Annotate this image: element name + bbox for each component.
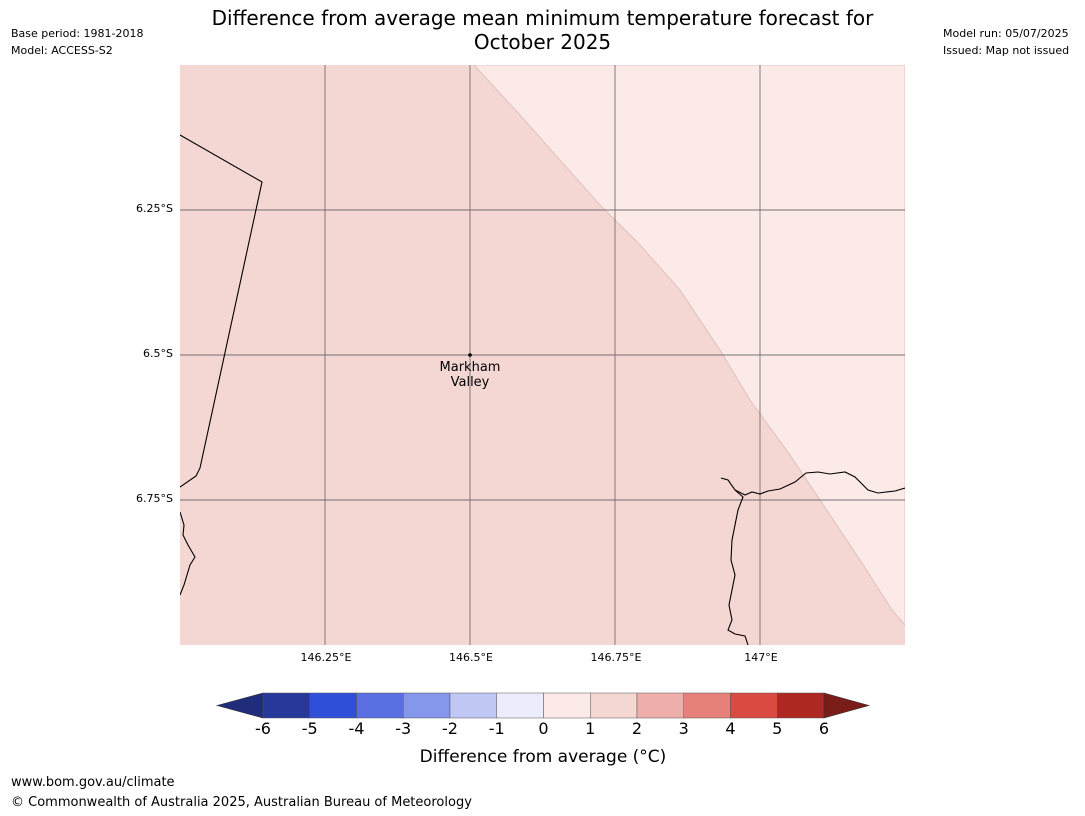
- colorbar-segment: [403, 692, 451, 719]
- map-title-line2: October 2025: [473, 30, 612, 54]
- colorbar-segment: [683, 692, 731, 719]
- place-label-markham-valley: Markham Valley: [440, 360, 501, 390]
- colorbar-segment: [449, 692, 497, 719]
- map-title-line1: Difference from average mean minimum tem…: [211, 6, 874, 30]
- river-line: [727, 489, 749, 645]
- lon-tick-147: 147°E: [744, 651, 778, 664]
- colorbar-tick-label: 1: [585, 719, 596, 738]
- colorbar-segment: [309, 692, 357, 719]
- region-category-0-to-1: [473, 65, 905, 626]
- markham-valley-marker: [468, 353, 472, 357]
- colorbar-tick-label: 5: [772, 719, 783, 738]
- place-label-line1: Markham: [439, 360, 501, 375]
- colorbar-segment: [777, 692, 825, 719]
- colorbar-tick-label: 6: [818, 719, 830, 738]
- colorbar-tick-label: -3: [395, 719, 412, 738]
- coastline-east: [720, 471, 905, 496]
- province-border: [180, 134, 263, 488]
- lat-tick-6-75: 6.75°S: [136, 492, 173, 505]
- lon-tick-146-25: 146.25°E: [300, 651, 352, 664]
- footer-copyright: © Commonwealth of Australia 2025, Austra…: [11, 795, 472, 810]
- colorbar-segment: [543, 692, 591, 719]
- colorbar-tick-label: 0: [538, 719, 549, 738]
- colorbar-tick-label: -2: [442, 719, 458, 738]
- colorbar-tick-label: -5: [301, 719, 318, 738]
- graticule: [180, 65, 905, 645]
- colorbar-title: Difference from average (°C): [419, 747, 667, 767]
- colorbar-over-arrow: [823, 692, 871, 719]
- colorbar-segment: [590, 692, 638, 719]
- colorbar-tick-label: -4: [348, 719, 365, 738]
- metadata-right: Model run: 05/07/2025 Issued: Map not is…: [943, 25, 1069, 59]
- colorbar-segment: [262, 692, 310, 719]
- footer-url: www.bom.gov.au/climate: [11, 775, 175, 790]
- model-run-text: Model run: 05/07/2025: [943, 27, 1069, 40]
- colorbar-segment: [730, 692, 778, 719]
- place-label-line2: Valley: [450, 375, 490, 390]
- colorbar-under-arrow: [215, 692, 264, 719]
- colorbar-segment: [496, 692, 544, 719]
- colorbar-tick-label: -1: [488, 719, 505, 738]
- metadata-left: Base period: 1981-2018 Model: ACCESS-S2: [11, 25, 143, 59]
- colorbar-tick-label: 2: [631, 719, 643, 738]
- lon-tick-146-75: 146.75°E: [590, 651, 642, 664]
- model-text: Model: ACCESS-S2: [11, 44, 113, 57]
- lat-tick-6-25: 6.25°S: [136, 202, 173, 215]
- colorbar-tick-label: 4: [725, 719, 736, 738]
- coastlines: [180, 134, 905, 645]
- lon-tick-146-5: 146.5°E: [449, 651, 493, 664]
- colorbar-segment: [356, 692, 404, 719]
- colorbar-segment: [636, 692, 684, 719]
- colorbar-tick-label: 3: [678, 719, 689, 738]
- base-period-text: Base period: 1981-2018: [11, 27, 144, 40]
- map-title: Difference from average mean minimum tem…: [180, 6, 905, 54]
- lat-tick-6-5: 6.5°S: [143, 347, 173, 360]
- coastline-west: [180, 511, 196, 596]
- colorbar-tick-label: -6: [255, 719, 271, 738]
- issued-text: Issued: Map not issued: [943, 44, 1070, 57]
